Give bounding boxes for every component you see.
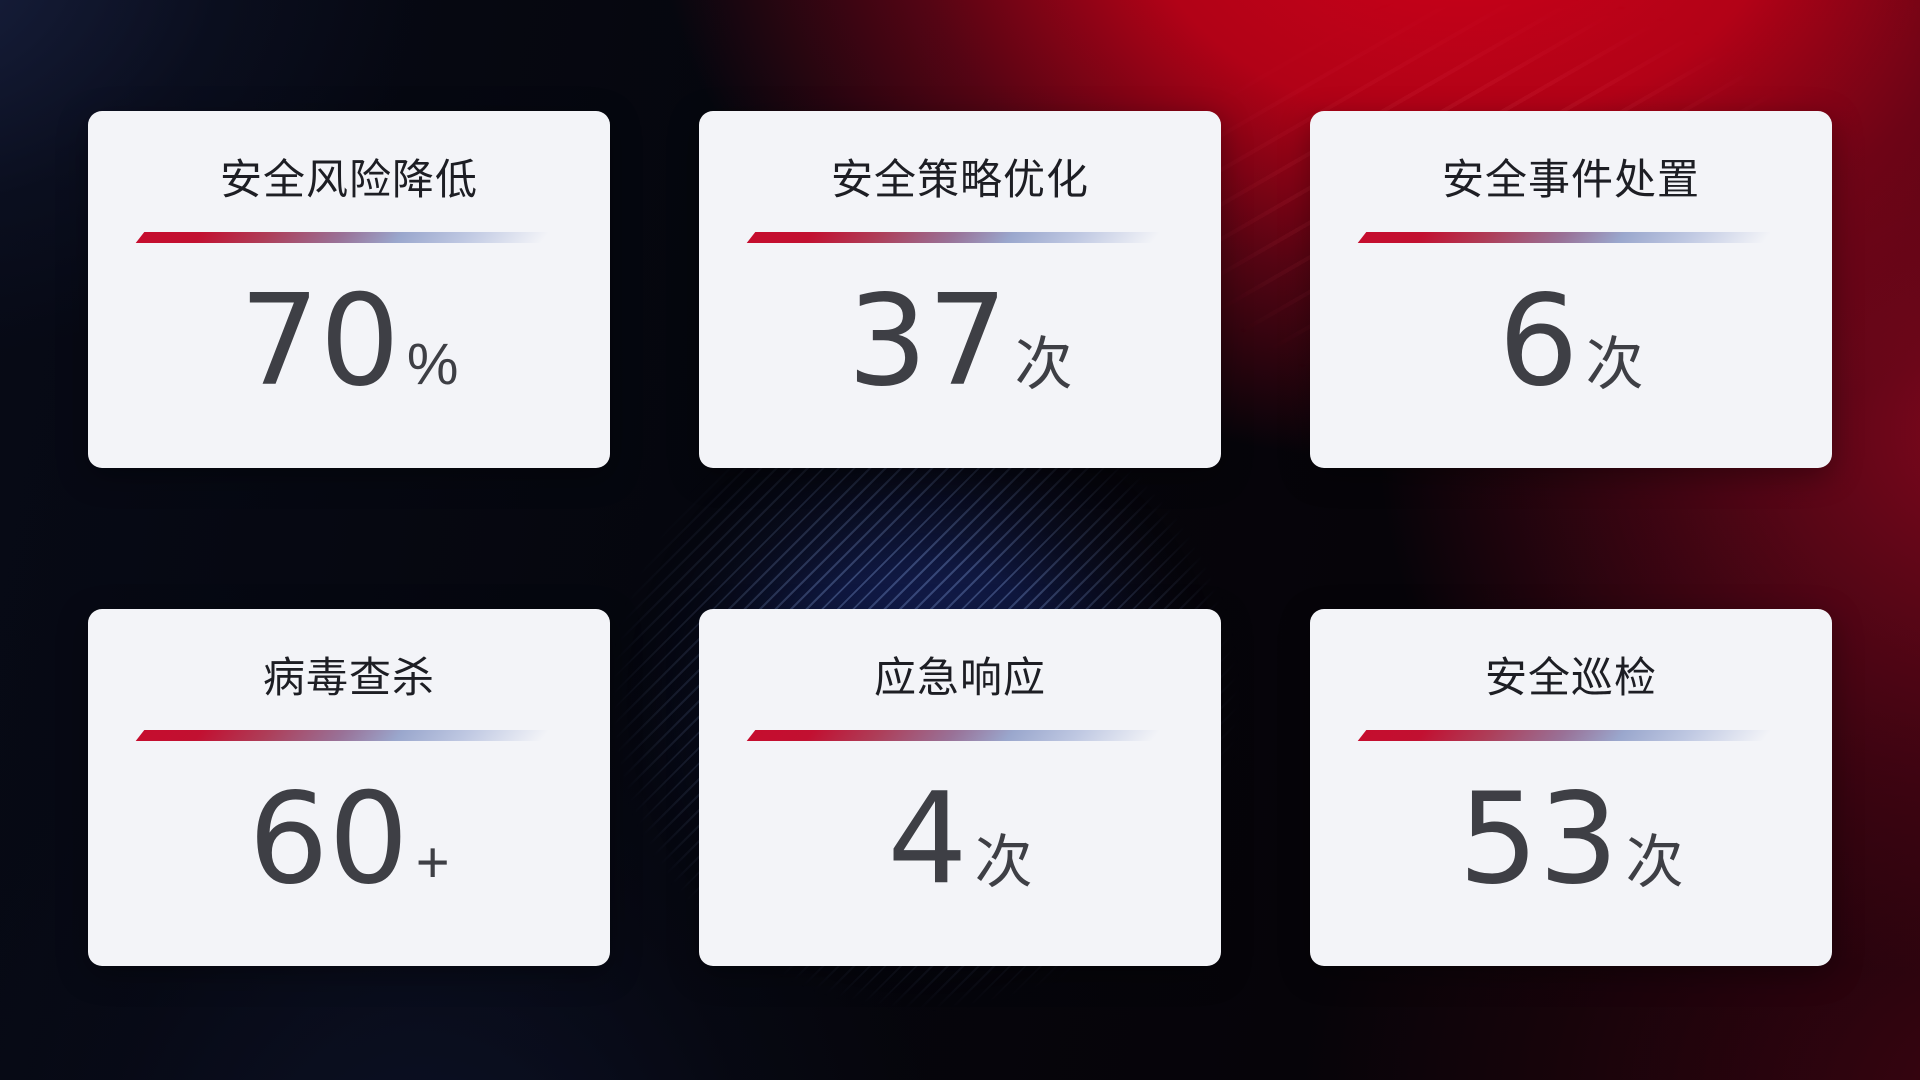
stat-value-row: 60 + [140,776,558,902]
gradient-divider [135,232,563,243]
stat-value: 37 [847,267,1008,414]
gradient-divider [746,730,1174,741]
stat-value-row: 53 次 [1362,776,1780,902]
stat-unit: % [406,332,459,397]
stat-unit: 次 [1014,332,1073,397]
stat-value-row: 70 % [140,278,558,404]
gradient-divider [746,232,1174,243]
stat-value-row: 6 次 [1362,278,1780,404]
stat-card-title: 安全风险降低 [219,156,478,203]
stat-card-title: 安全巡检 [1484,654,1657,701]
stat-card-title: 安全策略优化 [830,156,1089,203]
stat-unit: 次 [1625,830,1684,895]
gradient-divider [1357,730,1785,741]
stat-card-security-inspection: 安全巡检 53 次 [1310,609,1832,966]
stat-value: 6 [1498,267,1579,414]
stat-card-emergency-response: 应急响应 4 次 [699,609,1221,966]
stat-value-row: 4 次 [751,776,1169,902]
stats-grid: 安全风险降低 70 % 安全策略优化 37 次 安全事件处置 6 次 病毒查 [88,111,1832,966]
stat-unit: 次 [974,830,1033,895]
stat-value-row: 37 次 [751,278,1169,404]
stat-value: 4 [887,765,968,912]
gradient-divider [135,730,563,741]
stat-value: 60 [248,765,409,912]
stat-card-title: 安全事件处置 [1441,156,1700,203]
stat-value: 70 [239,267,400,414]
stat-card-title: 病毒查杀 [262,654,435,701]
gradient-divider [1357,232,1785,243]
stat-card-incident-handling: 安全事件处置 6 次 [1310,111,1832,468]
stat-unit: + [415,830,450,895]
stat-card-title: 应急响应 [873,654,1046,701]
stat-card-policy-optimization: 安全策略优化 37 次 [699,111,1221,468]
stat-value: 53 [1458,765,1619,912]
stat-unit: 次 [1585,332,1644,397]
stat-card-virus-scan: 病毒查杀 60 + [88,609,610,966]
stat-card-risk-reduction: 安全风险降低 70 % [88,111,610,468]
